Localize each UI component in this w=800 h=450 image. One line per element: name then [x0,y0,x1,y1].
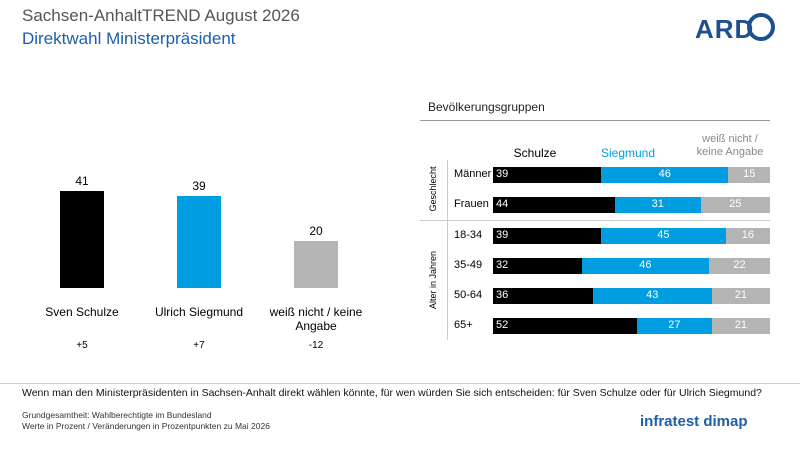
value-label: 20 [309,223,323,238]
rule [420,120,770,121]
row-label: 18-34 [454,229,483,241]
bar-segment [493,258,582,274]
bar-segment [711,288,770,304]
row-label: Männer [454,168,492,180]
bar-segment [614,197,701,213]
rule [0,383,800,384]
segment-label: 27 [668,319,681,331]
source-logo: infratest dimap [640,413,748,430]
legend-label: Schulze [513,146,557,160]
category-label: weiß nicht / keine Angabe [269,305,363,333]
ard-logo: ARD [695,14,755,44]
logo-circle [747,13,775,41]
segment-label: 32 [496,259,509,271]
segment-label: 52 [496,319,509,331]
bar-segment [601,167,729,183]
bar [177,195,221,288]
bar-segment [637,318,712,334]
bar-segment [493,228,602,244]
bar-segment [493,318,638,334]
category-label: Sven Schulze [45,305,119,319]
bar [294,240,338,288]
question: Wenn man den Ministerpräsidenten in Sach… [22,387,762,399]
segment-label: 46 [658,168,671,180]
bar-segment [725,228,770,244]
change-label: +7 [193,340,205,351]
bar-segment [700,197,770,213]
bar-segment [581,258,710,274]
bar-segment [601,228,726,244]
bar-segment [493,167,602,183]
legend-label: Siegmund [600,146,656,160]
category-label: Ulrich Siegmund [154,305,244,319]
bar-segment [728,167,770,183]
change-label: -12 [308,340,324,351]
segment-label: 44 [496,198,509,210]
panel-title: Bevölkerungsgruppen [428,100,545,114]
rule [420,220,770,221]
value-label: 41 [75,173,89,188]
row-label: 35-49 [454,259,483,271]
note: Werte in Prozent / Veränderungen in Proz… [22,421,270,431]
segment-label: 25 [729,198,742,210]
segment-label: 39 [496,168,509,180]
segment-label: 15 [743,168,756,180]
segment-label: 36 [496,289,509,301]
row-label: 50-64 [454,289,483,301]
segment-label: 16 [741,229,754,241]
segment-label: 31 [651,198,664,210]
row-label: Frauen [454,198,489,210]
segment-label: 43 [646,289,659,301]
bar-segment [493,288,593,304]
legend-label: weiß nicht / keine Angabe [696,133,764,158]
segment-label: 39 [496,229,509,241]
rule [447,160,448,340]
segment-label: 45 [657,229,670,241]
value-label: 39 [192,178,206,193]
bar-segment [493,197,615,213]
note: Grundgesamtheit: Wahlberechtigte im Bund… [22,410,212,420]
bar [60,190,104,288]
bar-segment [709,258,770,274]
bar-segment [711,318,770,334]
change-label: +5 [76,340,88,351]
segment-label: 22 [733,259,746,271]
segment-label: 21 [734,289,748,301]
group-label: Alter in Jahren [428,250,438,310]
segment-label: 46 [639,259,652,271]
subtitle: Direktwahl Ministerpräsident [22,29,236,48]
segment-label: 21 [734,319,748,331]
row-label: 65+ [454,319,473,331]
bar-segment [592,288,712,304]
title: Sachsen-AnhaltTREND August 2026 [22,6,300,25]
